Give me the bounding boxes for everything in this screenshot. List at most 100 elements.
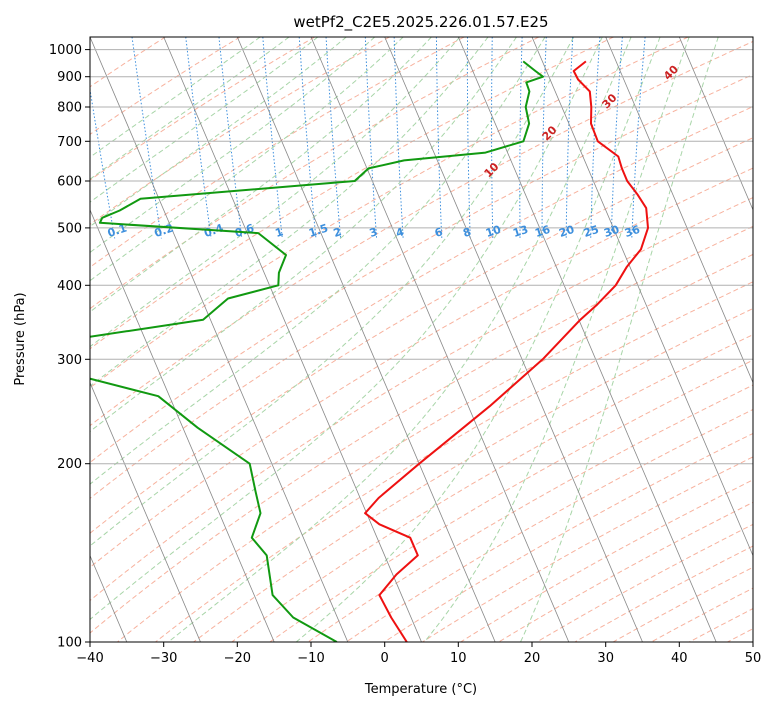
temperature-profile-line [364,60,649,642]
mixing-ratio-label: 6 [433,225,445,240]
dry-adiabat-line [90,197,753,602]
dry-adiabat-line [90,37,689,389]
dry-adiabat-line [90,225,753,634]
mixing-ratio-label: 3 [368,225,379,240]
moist-adiabat-line [90,37,261,158]
mixing-ratio-line [610,37,623,239]
dry-adiabat-line [90,137,753,534]
moist-adiabat-line [90,37,432,313]
isotherms [90,37,753,642]
dry-adiabat-line [269,359,753,642]
mixing-ratio-label: 16 [533,223,552,240]
overlay-labels: 0.10.20.40.611.52346810131620253036-100-… [13,62,681,277]
moist-adiabat-line [90,37,603,621]
plot-background [90,37,753,642]
x-tick-label: −10 [297,651,324,666]
y-tick-label: 400 [57,279,82,294]
mixing-ratio-label: 36 [623,223,642,240]
dry-adiabat-line [90,37,315,181]
isotherm-line [384,37,643,642]
x-axis-label: Temperature (°C) [364,682,477,697]
dry-adiabat-line [90,37,390,225]
x-tick-label: 0 [381,651,389,666]
mixing-ratio-lines [90,37,646,239]
isotherm-line [310,37,570,642]
mixing-ratio-line [466,37,471,239]
y-axis-label: Pressure (hPa) [13,292,28,385]
moist-adiabat-line [520,37,719,642]
isotherm-line [236,37,496,642]
mixing-ratio-line [519,37,523,239]
mixing-ratio-label: 0.1 [106,222,129,240]
moist-adiabat-line [168,37,632,642]
y-tick-label: 700 [57,135,82,150]
mixing-ratio-label: 20 [557,223,576,240]
y-axis-ticks: 1000 900 800 700 600 500 400 300 200 100 [49,43,90,651]
isotherm-line [90,381,201,642]
y-tick-label: 300 [57,353,82,368]
moist-adiabat-line [90,37,319,203]
dry-adiabat-line [90,167,753,568]
mixing-ratio-line [631,37,646,239]
x-axis-ticks: −40 −30 −20 −10 0 10 20 30 40 50 [76,642,761,666]
isotherm-line [90,37,349,642]
mixing-ratio-label: 8 [461,225,472,240]
mixing-ratio-label: 4 [394,225,406,240]
moist-adiabat-line [295,37,661,642]
mixing-ratio-line [131,37,162,239]
moist-adiabat-line [90,37,461,348]
x-tick-label: −30 [150,651,177,666]
moist-adiabat-line [90,37,546,485]
mixing-ratio-line [435,37,443,239]
mixing-ratio-label: 30 [602,223,621,240]
dry-adiabats [90,37,753,642]
pressure-gridlines [90,49,753,642]
mixing-ratio-line [298,37,317,239]
mixing-ratio-line [262,37,283,239]
dry-adiabat-line [307,384,753,642]
dry-adiabat-line [90,37,540,310]
isotherm-line [90,208,275,642]
x-tick-label: −20 [224,651,251,666]
mixing-ratio-label: 13 [511,223,530,240]
y-tick-label: 600 [57,175,82,190]
dry-adiabat-line [193,308,753,642]
isotherm-line [752,37,753,39]
mixing-ratio-label: 10 [484,223,503,240]
isotherm-line [605,37,753,384]
chart-title: wetPf2_C2E5.2025.226.01.57.E25 [293,13,548,32]
moist-adiabat-line [90,37,376,254]
moist-adiabat-line [90,37,489,387]
dry-adiabat-line [90,73,753,464]
mixing-ratio-line [590,37,601,239]
y-tick-label: 100 [57,636,82,651]
x-tick-label: 50 [745,651,762,666]
mixing-ratio-line [185,37,212,239]
moist-adiabat-line [90,37,517,433]
isotherm-line [457,37,717,642]
y-tick-label: 1000 [49,43,82,58]
mixing-ratio-line [325,37,342,239]
moist-adiabat-line [90,37,347,228]
dry-adiabat-line [90,37,166,88]
height-label: -10 [13,254,36,277]
dry-adiabat-line [231,334,753,642]
dry-adiabat-line [90,37,465,268]
mixing-ratio-label: 2 [332,225,343,240]
x-tick-label: 40 [671,651,688,666]
isotherm-line [678,37,753,211]
y-tick-label: 200 [57,457,82,472]
mixing-ratio-line [491,37,494,239]
mixing-ratio-line [364,37,378,239]
mixing-ratio-line [393,37,404,239]
mixing-ratio-label: 25 [582,223,601,240]
y-tick-label: 900 [57,70,82,85]
isotherm-line [531,37,753,557]
mixing-ratio-label: 1.5 [307,222,330,240]
x-tick-label: 10 [450,651,467,666]
mixing-ratio-line [565,37,574,239]
x-tick-label: 30 [597,651,614,666]
y-tick-label: 500 [57,221,82,236]
isotherm-line [163,37,422,642]
